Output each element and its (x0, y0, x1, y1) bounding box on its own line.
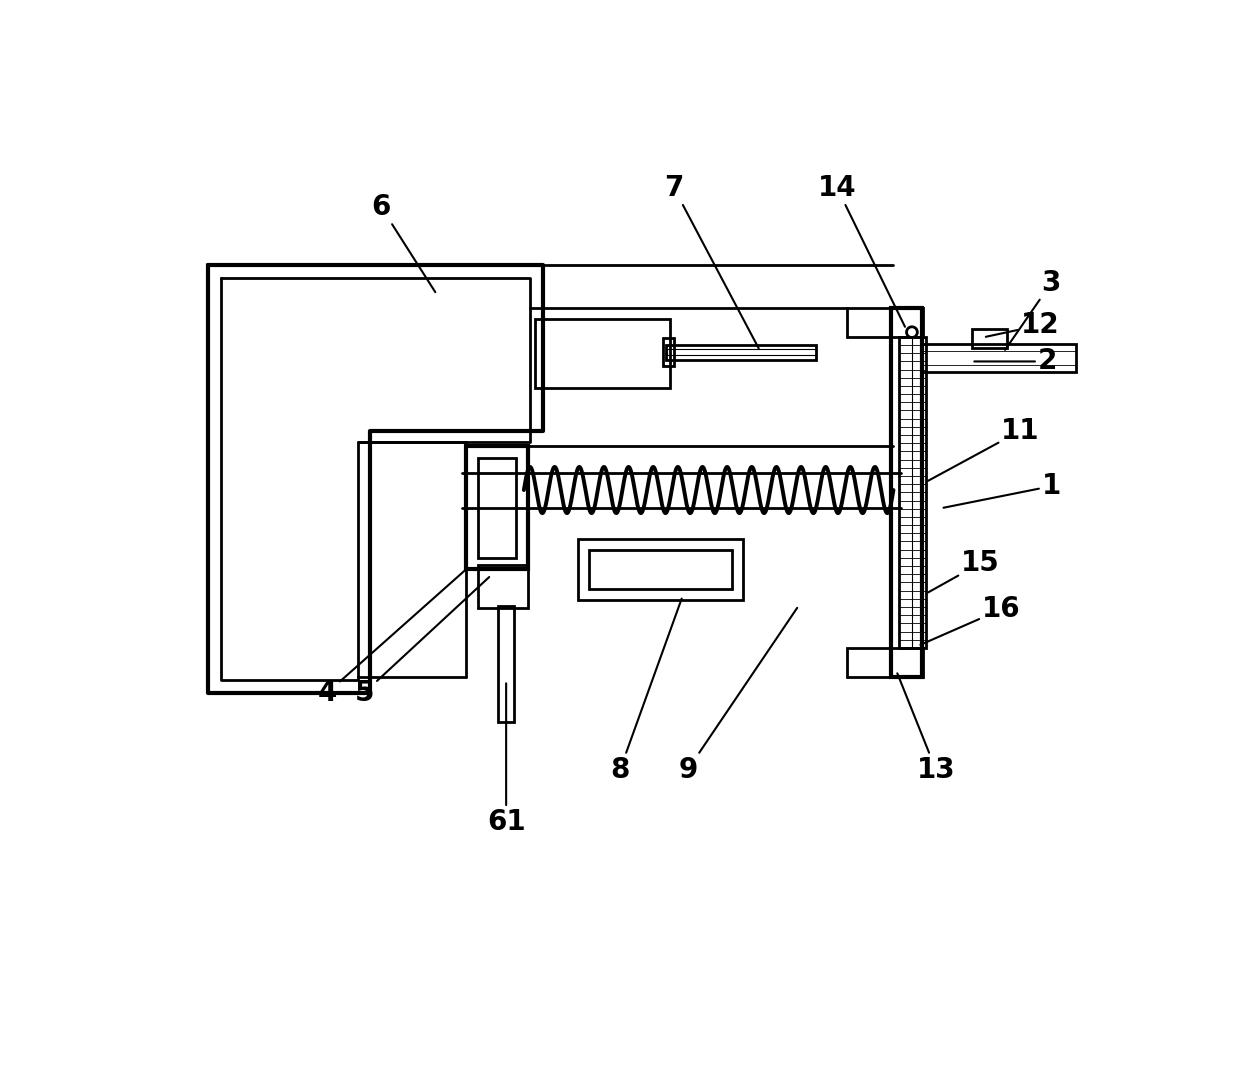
Text: 1: 1 (944, 472, 1061, 508)
Bar (892, 308, 921, 677)
Text: 8: 8 (610, 599, 682, 784)
Text: 7: 7 (665, 174, 759, 348)
Text: 5: 5 (355, 577, 490, 707)
Text: 15: 15 (928, 549, 999, 592)
Bar (666, 345, 816, 360)
Text: 14: 14 (818, 174, 905, 327)
Text: 61: 61 (487, 684, 526, 836)
Bar (667, 349, 816, 355)
Text: 16: 16 (920, 596, 1021, 645)
Bar (847, 308, 923, 337)
Bar (972, 329, 1007, 348)
Text: 3: 3 (1006, 268, 1061, 350)
Text: 9: 9 (678, 608, 797, 784)
Bar (498, 607, 513, 722)
Bar (663, 338, 675, 366)
Bar (847, 648, 923, 677)
Text: 13: 13 (898, 673, 955, 784)
Bar (536, 320, 670, 388)
Bar (899, 337, 926, 648)
Bar (578, 538, 743, 600)
Text: 12: 12 (986, 311, 1059, 339)
Text: 11: 11 (928, 416, 1040, 480)
Bar (477, 458, 516, 558)
Text: 2: 2 (975, 348, 1058, 375)
Bar (921, 345, 1076, 372)
Bar (921, 351, 1076, 365)
Bar (466, 446, 528, 570)
Bar (589, 550, 732, 588)
Text: 6: 6 (372, 193, 435, 292)
Bar (477, 565, 528, 608)
Text: 4: 4 (317, 570, 466, 707)
